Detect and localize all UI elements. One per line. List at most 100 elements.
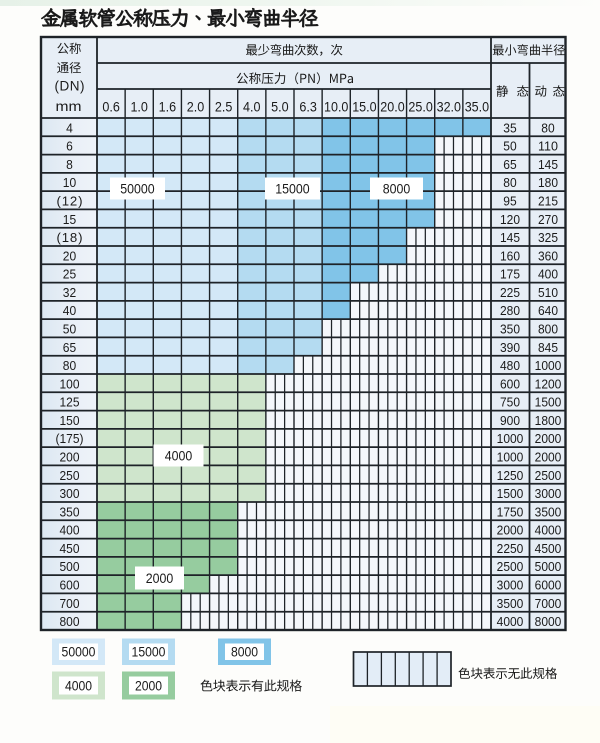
svg-text:4000: 4000 — [65, 678, 92, 693]
svg-text:480: 480 — [500, 358, 520, 373]
svg-text:450: 450 — [60, 541, 80, 556]
svg-text:15000: 15000 — [132, 645, 166, 660]
svg-text:15.0: 15.0 — [352, 99, 376, 114]
svg-text:8000: 8000 — [231, 645, 258, 660]
svg-text:65: 65 — [503, 157, 516, 172]
svg-text:2000: 2000 — [135, 678, 162, 693]
svg-text:50: 50 — [503, 139, 516, 154]
svg-text:1.0: 1.0 — [130, 99, 148, 114]
svg-text:6: 6 — [66, 139, 73, 154]
svg-text:7000: 7000 — [535, 596, 562, 611]
svg-text:215: 215 — [538, 194, 558, 209]
svg-text:50000: 50000 — [120, 181, 155, 196]
svg-text:3500: 3500 — [535, 504, 562, 519]
svg-text:2000: 2000 — [535, 431, 562, 446]
svg-text:1800: 1800 — [535, 413, 562, 428]
svg-text:25: 25 — [63, 267, 76, 282]
svg-text:3000: 3000 — [497, 578, 524, 593]
svg-text:8000: 8000 — [383, 181, 411, 196]
svg-text:2500: 2500 — [535, 468, 562, 483]
svg-text:mm: mm — [56, 99, 82, 114]
svg-text:95: 95 — [503, 194, 516, 209]
svg-text:4000: 4000 — [165, 448, 193, 463]
svg-text:125: 125 — [60, 395, 80, 410]
svg-text:(12): (12) — [57, 194, 83, 209]
svg-text:32: 32 — [63, 285, 76, 300]
svg-text:145: 145 — [538, 157, 558, 172]
svg-text:300: 300 — [60, 486, 80, 501]
svg-text:4.0: 4.0 — [243, 99, 261, 114]
svg-text:640: 640 — [538, 303, 558, 318]
svg-text:2.5: 2.5 — [215, 99, 233, 114]
svg-text:35.0: 35.0 — [465, 99, 489, 114]
svg-text:400: 400 — [60, 523, 80, 538]
svg-text:35: 35 — [503, 120, 516, 135]
svg-text:50: 50 — [63, 322, 76, 337]
svg-text:500: 500 — [60, 559, 80, 574]
svg-text:15: 15 — [63, 212, 76, 227]
svg-text:50000: 50000 — [62, 645, 96, 660]
svg-text:32.0: 32.0 — [437, 99, 461, 114]
svg-text:800: 800 — [60, 614, 80, 629]
svg-text:175: 175 — [500, 267, 520, 282]
svg-text:20.0: 20.0 — [380, 99, 404, 114]
svg-text:250: 250 — [60, 468, 80, 483]
svg-text:350: 350 — [500, 322, 520, 337]
svg-text:80: 80 — [503, 175, 516, 190]
svg-text:750: 750 — [500, 395, 520, 410]
svg-text:2250: 2250 — [497, 541, 524, 556]
svg-text:900: 900 — [500, 413, 520, 428]
svg-text:8000: 8000 — [535, 614, 562, 629]
svg-text:845: 845 — [538, 340, 558, 355]
svg-text:(18): (18) — [57, 230, 83, 245]
svg-text:400: 400 — [538, 267, 558, 282]
svg-text:5.0: 5.0 — [271, 99, 289, 114]
svg-text:80: 80 — [63, 358, 76, 373]
svg-text:1250: 1250 — [497, 468, 524, 483]
svg-text:65: 65 — [63, 340, 76, 355]
svg-text:700: 700 — [60, 596, 80, 611]
svg-text:510: 510 — [538, 285, 558, 300]
svg-text:4500: 4500 — [535, 541, 562, 556]
svg-text:4: 4 — [66, 120, 73, 135]
svg-text:360: 360 — [538, 248, 558, 263]
svg-text:145: 145 — [500, 230, 520, 245]
svg-text:2.0: 2.0 — [187, 99, 205, 114]
svg-text:8: 8 — [66, 157, 73, 172]
svg-text:(175): (175) — [56, 431, 84, 446]
svg-text:270: 270 — [538, 212, 558, 227]
svg-text:10: 10 — [63, 175, 76, 190]
svg-text:6000: 6000 — [535, 578, 562, 593]
svg-text:350: 350 — [60, 504, 80, 519]
svg-text:600: 600 — [60, 578, 80, 593]
svg-text:0.6: 0.6 — [102, 99, 120, 114]
svg-text:20: 20 — [63, 248, 76, 263]
svg-text:1000: 1000 — [497, 450, 524, 465]
svg-text:(DN): (DN) — [55, 79, 85, 94]
svg-text:150: 150 — [60, 413, 80, 428]
svg-text:2000: 2000 — [146, 571, 174, 586]
svg-text:1500: 1500 — [535, 395, 562, 410]
svg-text:40: 40 — [63, 303, 76, 318]
svg-text:180: 180 — [538, 175, 558, 190]
svg-text:80: 80 — [541, 120, 554, 135]
svg-text:5000: 5000 — [535, 559, 562, 574]
svg-text:2000: 2000 — [535, 450, 562, 465]
svg-text:4000: 4000 — [535, 523, 562, 538]
svg-text:1.6: 1.6 — [159, 99, 177, 114]
svg-text:160: 160 — [500, 248, 520, 263]
svg-text:280: 280 — [500, 303, 520, 318]
svg-text:3500: 3500 — [497, 596, 524, 611]
svg-text:25.0: 25.0 — [408, 99, 432, 114]
svg-text:800: 800 — [538, 322, 558, 337]
svg-text:120: 120 — [500, 212, 520, 227]
svg-text:2000: 2000 — [497, 523, 524, 538]
svg-text:110: 110 — [538, 139, 558, 154]
svg-text:225: 225 — [500, 285, 520, 300]
svg-text:200: 200 — [60, 450, 80, 465]
svg-text:6.3: 6.3 — [299, 99, 317, 114]
svg-text:600: 600 — [500, 376, 520, 391]
svg-text:1200: 1200 — [535, 376, 562, 391]
svg-text:1000: 1000 — [497, 431, 524, 446]
svg-text:1500: 1500 — [497, 486, 524, 501]
